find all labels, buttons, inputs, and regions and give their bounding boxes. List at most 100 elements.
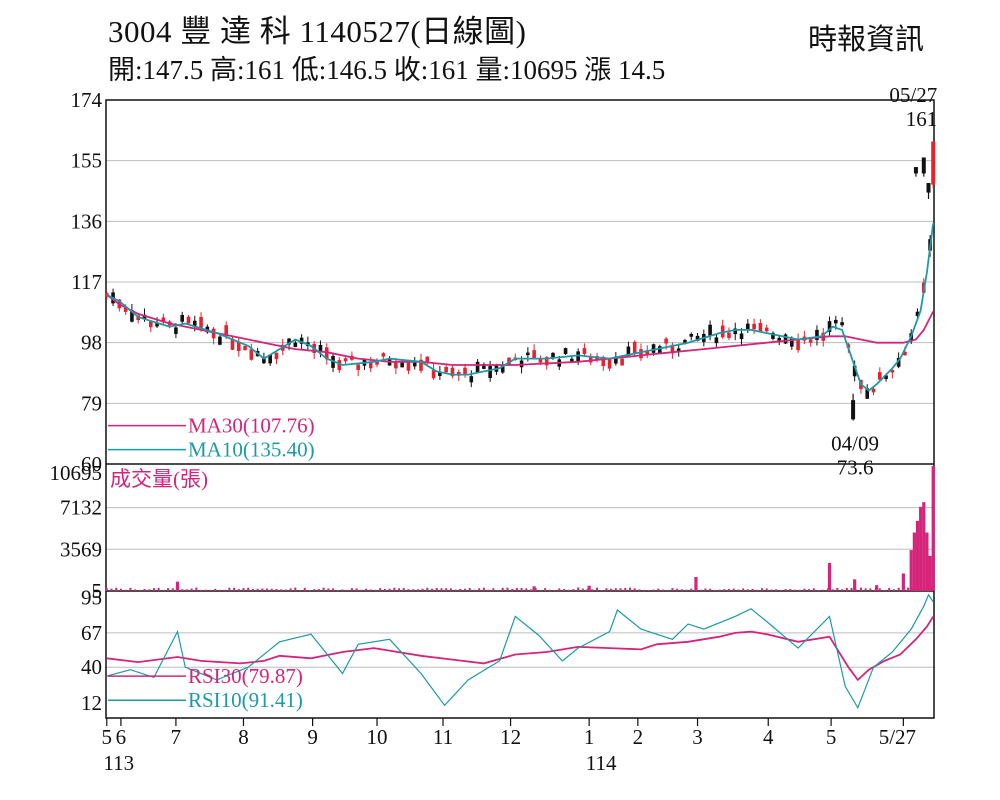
volume-bar (836, 587, 839, 591)
rsi30-legend: RSI30(79.87) (188, 664, 303, 688)
volume-bar (907, 587, 910, 591)
volume-bar (204, 589, 207, 591)
candle-body (670, 344, 675, 354)
candle-body (268, 354, 272, 364)
volume-bar (737, 589, 740, 591)
volume-bar (869, 588, 872, 591)
volume-bar (468, 588, 471, 591)
volume-bar (459, 588, 462, 591)
candle-body (639, 349, 643, 359)
volume-bar (562, 589, 565, 591)
volume-bar (756, 589, 759, 591)
volume-bar (336, 590, 339, 591)
volume-bar (134, 589, 137, 591)
volume-bar (614, 588, 617, 591)
volume-bar (266, 588, 269, 591)
volume-bar (388, 588, 391, 591)
volume-bar (671, 588, 674, 591)
volume-bar (275, 589, 278, 591)
candle-body (161, 317, 166, 323)
volume-bar (449, 588, 452, 591)
volume-bar (284, 589, 287, 591)
x-tick-label: 3 (692, 725, 703, 749)
candle-body (186, 316, 191, 324)
volume-tick-label: 5 (92, 579, 103, 603)
candle-body (130, 310, 134, 322)
price-tick-label: 174 (71, 88, 103, 112)
volume-bar (431, 588, 434, 591)
price-tick-label: 155 (71, 149, 103, 173)
volume-bar (723, 589, 726, 591)
volume-bar (242, 588, 245, 591)
volume-bar (765, 588, 768, 591)
x-tick-label: 11 (433, 725, 453, 749)
candle-body (218, 336, 222, 345)
volume-bar (619, 588, 622, 591)
volume-bar (261, 588, 264, 591)
candle-body (444, 367, 448, 373)
candle-body (877, 372, 882, 380)
candle-body (664, 338, 668, 344)
candle-body (174, 327, 178, 334)
candle-body (614, 356, 618, 364)
volume-bar (912, 532, 916, 591)
candle-body (324, 347, 329, 360)
volume-bar (922, 502, 926, 591)
volume-bar (190, 588, 193, 591)
candle-body (356, 364, 360, 371)
volume-bar (294, 587, 297, 591)
high-date-label: 05/27 (889, 83, 937, 107)
volume-bar (317, 589, 320, 591)
volume-bar (925, 532, 929, 591)
candle-body (211, 328, 216, 339)
volume-bar (661, 589, 664, 591)
volume-bar (525, 588, 528, 591)
rsi10-legend: RSI10(91.41) (188, 688, 303, 712)
volume-bar (652, 589, 655, 591)
candle-body (287, 338, 291, 345)
volume-bar (633, 588, 636, 591)
candle-body (463, 367, 467, 376)
candle-body (507, 357, 511, 365)
price-tick-label: 60 (81, 452, 102, 476)
candle-body (852, 365, 857, 377)
volume-bar (864, 588, 867, 591)
volume-bar (129, 587, 132, 591)
volume-bar (383, 588, 386, 591)
volume-bar (506, 587, 509, 591)
volume-bar (332, 588, 335, 591)
candle-body (626, 346, 631, 356)
volume-bar (901, 573, 905, 591)
volume-bar (171, 588, 174, 591)
volume-bar (587, 585, 591, 591)
x-tick-label: 12 (500, 725, 521, 749)
volume-bar (628, 587, 631, 591)
candle-body (808, 339, 813, 343)
candle-body (563, 348, 568, 355)
candle-body (727, 332, 731, 339)
volume-bar (346, 589, 349, 591)
volume-bar (247, 587, 250, 591)
candle-body (739, 333, 744, 340)
volume-bar (416, 589, 419, 591)
volume-bar (699, 589, 702, 591)
volume-bar (445, 588, 448, 591)
candle-body (375, 360, 379, 365)
volume-bar (181, 589, 184, 591)
candle-body (783, 334, 788, 344)
volume-bar (209, 589, 212, 591)
volume-bar (775, 589, 778, 591)
volume-bar (365, 588, 368, 591)
candle-body (538, 359, 543, 363)
volume-bar (892, 589, 895, 591)
volume-bar (138, 589, 141, 591)
volume-bar (492, 588, 495, 591)
volume-bar (237, 589, 240, 591)
volume-bar (532, 586, 536, 591)
candle-body (601, 356, 606, 367)
volume-bar (515, 588, 518, 591)
volume-bar (779, 589, 782, 591)
volume-bar (487, 589, 490, 591)
source-label: 時報資訊 (808, 24, 925, 56)
